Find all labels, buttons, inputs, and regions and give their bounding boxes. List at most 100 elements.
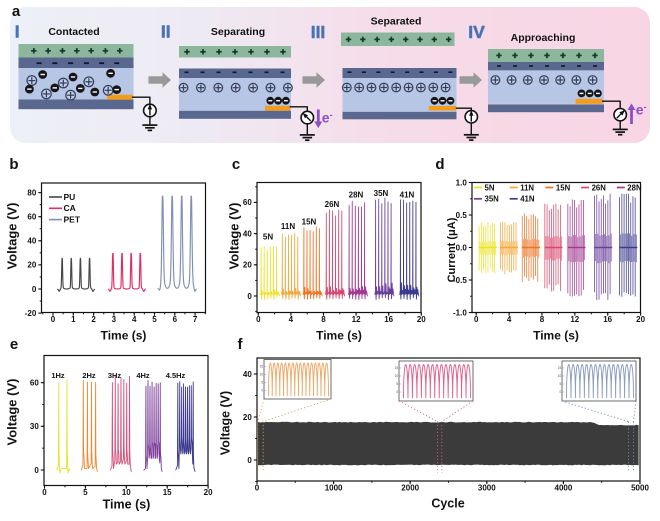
- svg-text:3Hz: 3Hz: [108, 371, 122, 380]
- svg-text:Cycle: Cycle: [431, 497, 464, 511]
- svg-text:-20: -20: [25, 309, 37, 318]
- svg-text:8: 8: [321, 315, 326, 324]
- svg-text:35N: 35N: [374, 189, 389, 198]
- svg-text:20: 20: [243, 261, 252, 270]
- svg-text:0: 0: [255, 484, 260, 493]
- svg-text:5N: 5N: [485, 183, 495, 192]
- svg-text:10: 10: [122, 488, 131, 497]
- svg-text:11N: 11N: [520, 183, 534, 192]
- svg-text:41N: 41N: [400, 191, 415, 200]
- svg-text:28N: 28N: [349, 191, 364, 200]
- svg-text:15: 15: [558, 366, 562, 370]
- svg-text:1Hz: 1Hz: [51, 371, 65, 380]
- svg-text:5: 5: [83, 488, 88, 497]
- svg-text:2Hz: 2Hz: [82, 371, 96, 380]
- svg-text:15: 15: [395, 366, 399, 370]
- svg-text:12: 12: [570, 315, 579, 324]
- svg-text:a: a: [12, 3, 21, 20]
- svg-text:e-: e-: [636, 102, 647, 118]
- svg-text:1: 1: [71, 315, 76, 324]
- svg-text:e-: e-: [322, 110, 333, 126]
- svg-text:0: 0: [34, 466, 39, 475]
- svg-text:16: 16: [384, 315, 393, 324]
- svg-text:10: 10: [395, 374, 399, 378]
- svg-text:26N: 26N: [325, 200, 340, 209]
- svg-text:60: 60: [243, 198, 252, 207]
- svg-text:CA: CA: [64, 203, 76, 213]
- svg-text:4: 4: [289, 315, 294, 324]
- svg-text:60: 60: [27, 213, 36, 222]
- svg-text:1.0: 1.0: [456, 178, 468, 187]
- svg-text:IV: IV: [468, 22, 485, 42]
- svg-text:III: III: [311, 22, 326, 42]
- svg-text:0: 0: [247, 292, 252, 301]
- svg-text:6: 6: [173, 315, 178, 324]
- svg-text:Time (s): Time (s): [533, 329, 579, 343]
- svg-text:I: I: [15, 22, 20, 42]
- svg-text:0.0: 0.0: [456, 243, 468, 252]
- svg-text:15N: 15N: [556, 183, 571, 192]
- svg-text:Current (μA): Current (μA): [446, 217, 458, 282]
- svg-text:12: 12: [352, 315, 361, 324]
- svg-text:15: 15: [260, 365, 264, 369]
- svg-text:4000: 4000: [555, 484, 573, 493]
- svg-text:10: 10: [558, 374, 562, 378]
- svg-text:5: 5: [152, 315, 157, 324]
- svg-text:Time (s): Time (s): [101, 329, 147, 343]
- svg-text:0: 0: [42, 488, 47, 497]
- svg-text:0: 0: [261, 389, 263, 393]
- svg-text:II: II: [161, 22, 171, 42]
- svg-text:0: 0: [247, 456, 252, 465]
- svg-text:1000: 1000: [325, 484, 343, 493]
- svg-text:40: 40: [243, 370, 252, 379]
- svg-text:Contacted: Contacted: [48, 26, 99, 38]
- svg-text:16: 16: [603, 315, 612, 324]
- svg-text:4Hz: 4Hz: [136, 371, 150, 380]
- svg-text:3000: 3000: [478, 484, 496, 493]
- svg-text:d: d: [435, 156, 444, 173]
- svg-text:Voltage (V): Voltage (V): [227, 203, 242, 270]
- svg-text:5000: 5000: [631, 484, 649, 493]
- svg-text:-0.5: -0.5: [453, 276, 467, 285]
- svg-text:15: 15: [163, 488, 172, 497]
- svg-text:Approaching: Approaching: [511, 32, 576, 44]
- svg-text:0: 0: [559, 390, 561, 394]
- svg-text:Separating: Separating: [211, 26, 265, 38]
- svg-text:5: 5: [559, 382, 561, 386]
- svg-text:PU: PU: [64, 192, 76, 202]
- svg-text:5: 5: [396, 382, 398, 386]
- svg-text:0: 0: [256, 315, 261, 324]
- svg-text:0: 0: [474, 315, 479, 324]
- svg-text:8: 8: [540, 315, 545, 324]
- svg-text:30: 30: [30, 422, 39, 431]
- svg-text:4: 4: [507, 315, 512, 324]
- svg-text:40: 40: [27, 237, 36, 246]
- svg-text:0.5: 0.5: [456, 211, 468, 220]
- svg-text:-1.0: -1.0: [453, 308, 467, 317]
- svg-text:e: e: [10, 336, 18, 353]
- svg-text:20: 20: [243, 413, 252, 422]
- svg-text:0: 0: [51, 315, 56, 324]
- svg-text:Voltage (V): Voltage (V): [219, 391, 233, 455]
- svg-text:4: 4: [132, 315, 137, 324]
- svg-text:Time (s): Time (s): [103, 498, 151, 512]
- svg-text:Voltage (V): Voltage (V): [5, 379, 20, 446]
- svg-text:20: 20: [636, 315, 645, 324]
- svg-text:20: 20: [417, 315, 426, 324]
- svg-text:5N: 5N: [263, 233, 273, 242]
- svg-text:4.5Hz: 4.5Hz: [166, 371, 186, 380]
- svg-text:26N: 26N: [592, 183, 607, 192]
- svg-text:28N: 28N: [627, 183, 642, 192]
- svg-text:b: b: [9, 156, 18, 173]
- svg-text:Time (s): Time (s): [316, 329, 362, 343]
- svg-text:20: 20: [204, 488, 213, 497]
- svg-text:20: 20: [27, 261, 36, 270]
- svg-text:7: 7: [193, 315, 198, 324]
- svg-text:41N: 41N: [520, 195, 535, 204]
- svg-text:35N: 35N: [485, 195, 500, 204]
- svg-text:10: 10: [260, 373, 264, 377]
- svg-text:11N: 11N: [281, 222, 295, 231]
- svg-text:2: 2: [91, 315, 96, 324]
- svg-text:PET: PET: [64, 214, 81, 224]
- svg-text:3: 3: [112, 315, 117, 324]
